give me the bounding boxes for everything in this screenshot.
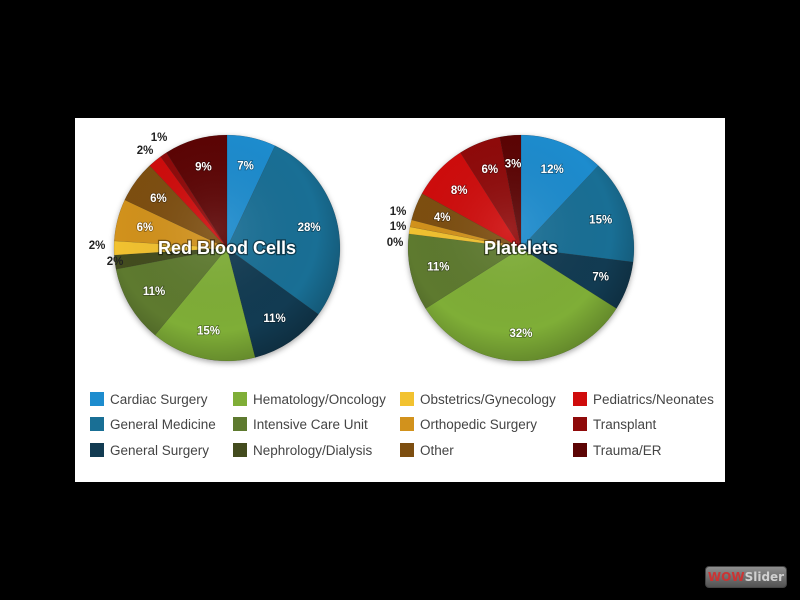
legend-item-intensive-care-unit: Intensive Care Unit [233, 415, 368, 433]
legend-swatch [90, 417, 104, 431]
pct-label-hematology-oncology: 32% [509, 328, 532, 340]
legend-swatch [573, 417, 587, 431]
pct-label-general-medicine: 28% [298, 222, 321, 234]
legend-swatch [233, 417, 247, 431]
pct-label-cardiac-surgery: 12% [541, 164, 564, 176]
pct-label-general-surgery: 11% [263, 313, 285, 325]
legend-item-other: Other [400, 441, 454, 459]
legend-item-hematology-oncology: Hematology/Oncology [233, 390, 386, 408]
wowslider-watermark: WOW Slider [705, 566, 787, 588]
legend-swatch [573, 392, 587, 406]
legend-label: Transplant [593, 416, 657, 432]
pct-label-obstetrics-gynecology: 1% [390, 221, 407, 233]
legend-item-cardiac-surgery: Cardiac Surgery [90, 390, 208, 408]
legend-label: Other [420, 442, 454, 458]
pct-label-obstetrics-gynecology: 2% [89, 240, 106, 252]
chart-panel: 7% 28% 11% 15% 11% 2% 2% 6% 6% 2% 1% 9% Red Blood Ce… [75, 118, 725, 482]
legend-swatch [233, 443, 247, 457]
legend-label: Orthopedic Surgery [420, 416, 538, 432]
legend-item-obstetrics-gynecology: Obstetrics/Gynecology [400, 390, 556, 408]
legend-item-trauma-er: Trauma/ER [573, 441, 662, 459]
pct-label-nephrology-dialysis: 0% [387, 237, 404, 249]
pct-label-intensive-care-unit: 11% [143, 286, 165, 298]
red-blood-cells-pie: 7%28%11%15%11%2%2%6%6%2%1%9%Red Blood Ce… [89, 132, 341, 362]
legend-item-general-medicine: General Medicine [90, 415, 216, 433]
legend-swatch [400, 443, 414, 457]
legend-label: General Surgery [110, 442, 210, 458]
legend-label: Obstetrics/Gynecology [420, 391, 556, 407]
platelets-pie: 12% 15% 7% 32% 11% 0% 1% 1% 4% 8% 6% 3% Platelets [387, 134, 635, 362]
pct-label-other: 6% [150, 193, 167, 205]
legend-label: Hematology/Oncology [253, 391, 386, 407]
legend-item-general-surgery: General Surgery [90, 441, 209, 459]
legend-label: Intensive Care Unit [253, 416, 368, 432]
pct-label-pediatrics-neonates: 2% [137, 145, 154, 157]
pie-title: Red Blood Cells [158, 238, 296, 258]
legend-swatch [90, 443, 104, 457]
pct-label-orthopedic-surgery: 1% [390, 206, 407, 218]
pct-label-trauma-er: 9% [195, 162, 212, 174]
pct-label-other: 4% [434, 212, 451, 224]
legend-item-pediatrics-neonates: Pediatrics/Neonates [573, 390, 714, 408]
legend-swatch [233, 392, 247, 406]
legend-label: Cardiac Surgery [110, 391, 208, 407]
legend-label: Pediatrics/Neonates [593, 391, 714, 407]
pct-label-pediatrics-neonates: 8% [451, 185, 468, 197]
pct-label-trauma-er: 3% [505, 159, 522, 171]
legend-item-transplant: Transplant [573, 415, 656, 433]
pct-label-general-surgery: 7% [592, 272, 609, 284]
pct-label-hematology-oncology: 15% [197, 326, 220, 338]
pct-label-cardiac-surgery: 7% [237, 160, 254, 172]
pct-label-transplant: 6% [481, 164, 498, 176]
pct-label-nephrology-dialysis: 2% [107, 256, 124, 268]
legend-item-nephrology-dialysis: Nephrology/Dialysis [233, 441, 372, 459]
legend-swatch [90, 392, 104, 406]
pct-label-orthopedic-surgery: 6% [137, 222, 154, 234]
pct-label-transplant: 1% [151, 132, 168, 144]
legend-swatch [400, 417, 414, 431]
legend-swatch [573, 443, 587, 457]
legend-label: Nephrology/Dialysis [253, 442, 373, 458]
pct-label-intensive-care-unit: 11% [427, 262, 449, 274]
legend-item-orthopedic-surgery: Orthopedic Surgery [400, 415, 537, 433]
pie-title: Platelets [484, 238, 558, 258]
legend-swatch [400, 392, 414, 406]
legend-label: Trauma/ER [593, 442, 662, 458]
pct-label-general-medicine: 15% [589, 214, 612, 226]
legend-label: General Medicine [110, 416, 216, 432]
